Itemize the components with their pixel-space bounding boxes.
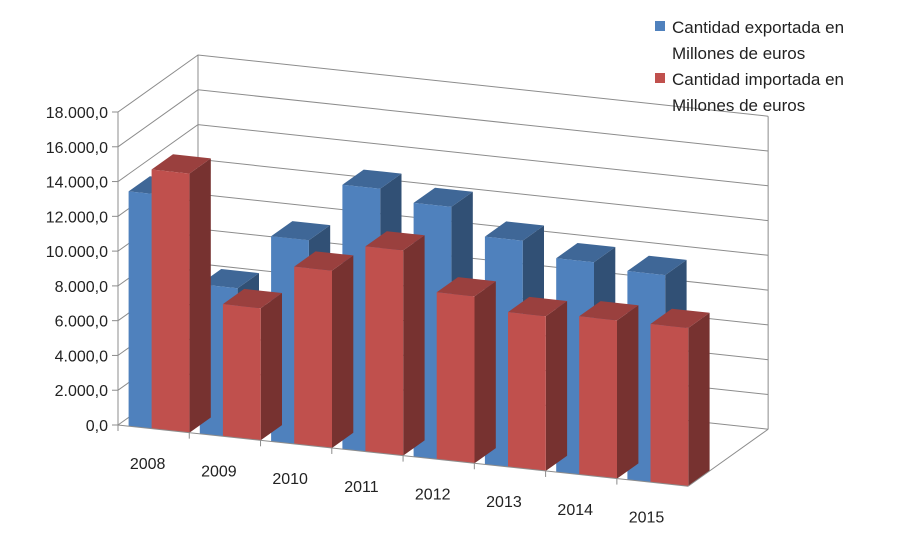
tick-labels: 0,0 2.000,0 4.000,0 6.000,0 8.000,0 10.000,0 1… [46,105,665,526]
bar-top [222,288,282,309]
x-tick-label: 2011 [344,479,379,496]
bar-top [627,255,687,276]
bar-top [436,277,496,297]
legend-swatch [655,73,665,83]
bar-top [199,269,259,289]
bar-top [508,296,568,317]
x-tick-label: 2012 [415,486,451,503]
bar-import-2011 [365,231,425,456]
floor-right-edge [687,428,769,487]
bar-top [294,251,354,271]
bar-side [617,305,639,479]
bar-side [403,235,425,456]
y-tick-label: 8.000,0 [55,279,108,296]
legend-swatch [655,21,665,31]
x-tick-label: 2008 [130,456,166,473]
bar-side [545,301,568,471]
y-tick-label: 10.000,0 [46,244,108,261]
bar-side [688,312,710,487]
x-tick-label: 2010 [272,471,308,488]
legend: Cantidad exportada en Millones de euros Ca… [655,18,844,115]
y-tick-label: 18.000,0 [46,105,108,122]
y-tick-label: 0,0 [86,418,108,435]
bar-side [474,281,496,464]
bar-top [556,243,616,263]
bar-front [294,266,332,448]
bar-import-2015 [650,308,710,487]
gridline [117,54,769,117]
bar-front [365,246,404,456]
gridline [117,124,769,187]
bar-front [508,312,546,471]
bar-import-2010 [294,251,354,448]
bar-side [189,158,211,433]
bar-front [579,316,617,479]
bar-top [484,221,544,241]
legend-label: Millones de euros [672,96,805,115]
bar-import-2009 [222,288,282,441]
bar-front [151,169,190,433]
bar-front [650,324,689,487]
bar-top [579,301,639,321]
y-tick-label: 4.000,0 [55,348,108,365]
bar-top [151,154,211,174]
legend-label: Cantidad importada en [672,70,844,89]
y-tick-label: 2.000,0 [55,383,108,400]
gridline [117,89,769,152]
y-tick-label: 14.000,0 [46,175,108,192]
x-tick-label: 2015 [629,509,665,526]
y-tick-label: 16.000,0 [46,140,108,157]
bar-import-2014 [579,301,639,479]
bar-import-2012 [436,277,496,464]
x-tick-label: 2013 [486,494,522,511]
bar-side [332,255,354,448]
bar-top [342,169,402,189]
x-tick-label: 2009 [201,463,237,480]
axes [112,111,769,487]
bar-top [413,187,473,207]
bar-top [365,231,425,251]
bars [128,154,710,487]
y-tick-label: 6.000,0 [55,314,108,331]
y-tick-label: 12.000,0 [46,209,108,226]
x-tick-label: 2014 [557,502,593,519]
bar-import-2013 [508,296,568,471]
bar-front [222,304,261,441]
bar-top [271,221,331,241]
bar-front [436,292,475,464]
legend-label: Cantidad exportada en [672,18,844,37]
bar-top [650,308,710,328]
legend-label: Millones de euros [672,44,805,63]
bar-side [260,293,282,441]
bar-import-2008 [151,154,211,433]
